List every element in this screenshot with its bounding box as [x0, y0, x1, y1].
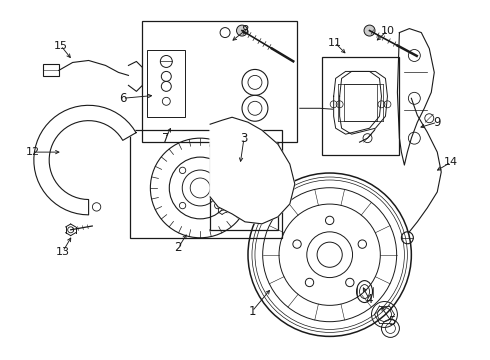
- Text: 7: 7: [162, 132, 169, 145]
- Text: 9: 9: [434, 116, 441, 129]
- Text: 14: 14: [444, 157, 458, 167]
- Circle shape: [364, 25, 375, 36]
- Polygon shape: [397, 28, 434, 165]
- Polygon shape: [334, 71, 382, 134]
- Polygon shape: [340, 71, 388, 134]
- Text: 1: 1: [248, 305, 256, 318]
- Text: 11: 11: [328, 37, 342, 48]
- Bar: [130, 130, 282, 238]
- Bar: [322, 58, 399, 155]
- Bar: [147, 50, 185, 117]
- Bar: [210, 142, 278, 230]
- Bar: [143, 21, 297, 142]
- Circle shape: [237, 25, 247, 36]
- Circle shape: [242, 95, 268, 121]
- Text: 12: 12: [26, 147, 40, 157]
- Polygon shape: [210, 117, 295, 224]
- Text: 4: 4: [366, 293, 373, 306]
- Text: 6: 6: [119, 92, 126, 105]
- Text: 15: 15: [54, 41, 68, 50]
- Polygon shape: [34, 105, 136, 215]
- Text: 5: 5: [388, 315, 395, 328]
- Text: 3: 3: [240, 132, 247, 145]
- Circle shape: [242, 69, 268, 95]
- Text: 2: 2: [174, 241, 182, 254]
- Text: 13: 13: [56, 247, 70, 257]
- Bar: [43, 64, 59, 76]
- Text: 8: 8: [241, 24, 249, 37]
- Text: 10: 10: [380, 26, 394, 36]
